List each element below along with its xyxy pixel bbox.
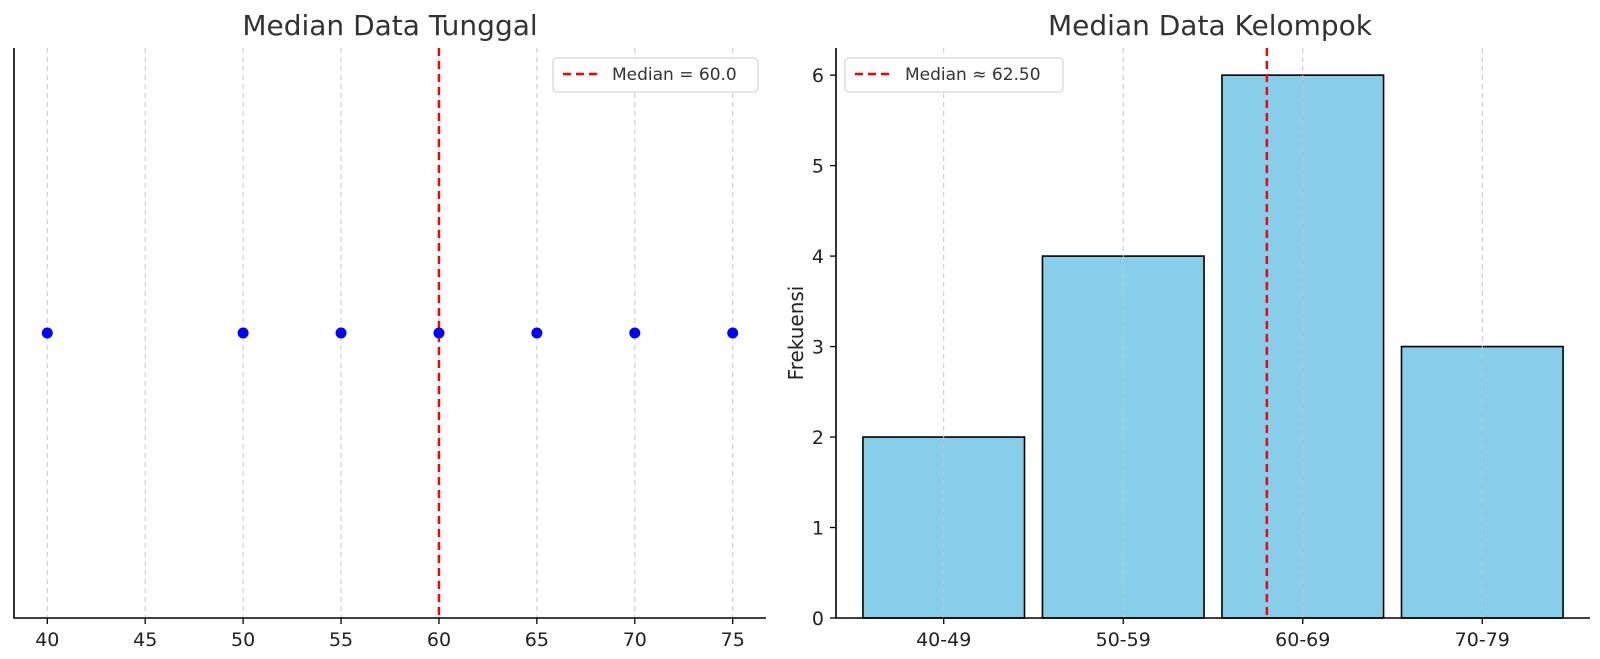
left-axis-spines: [13, 48, 766, 619]
left-x-tick-label: 40: [35, 629, 59, 651]
left-data-points: [41, 327, 739, 339]
chart-left: Median Data Tunggal 40 45 50 55 60 65 70 75 Med…: [13, 9, 766, 651]
right-y-tick-label: 0: [812, 608, 824, 630]
right-y-tick-label: 1: [812, 518, 824, 540]
data-point: [335, 327, 347, 339]
left-x-tick-label: 50: [231, 629, 255, 651]
data-point: [433, 327, 445, 339]
left-x-ticks: 40 45 50 55 60 65 70 75: [35, 618, 745, 651]
left-x-tick-label: 60: [427, 629, 451, 651]
chart-right: Median Data Kelompok 40-49 50-59 60-69 70-7…: [784, 9, 1590, 651]
right-y-ticks: 0 1 2 3 4 5 6: [812, 65, 836, 630]
right-x-tick-label: 60-69: [1275, 629, 1330, 651]
right-y-tick-label: 6: [812, 65, 824, 87]
data-point: [41, 327, 53, 339]
right-grid: [943, 48, 1483, 618]
left-legend: Median = 60.0: [552, 57, 759, 93]
right-legend: Median ≈ 62.50: [844, 57, 1064, 93]
left-x-tick-label: 45: [133, 629, 157, 651]
right-legend-box: [844, 57, 1064, 93]
data-point: [727, 327, 739, 339]
left-x-tick-label: 65: [525, 629, 549, 651]
data-point: [629, 327, 641, 339]
right-y-tick-label: 5: [812, 156, 824, 178]
left-chart-title: Median Data Tunggal: [242, 9, 537, 42]
left-x-tick-label: 55: [329, 629, 353, 651]
right-y-axis-label: Frekuensi: [784, 286, 808, 381]
left-x-tick-label: 70: [623, 629, 647, 651]
right-y-tick-label: 3: [812, 337, 824, 359]
right-chart-title: Median Data Kelompok: [1048, 9, 1373, 42]
data-point: [237, 327, 249, 339]
right-x-tick-label: 70-79: [1455, 629, 1510, 651]
right-x-ticks: 40-49 50-59 60-69 70-79: [916, 618, 1510, 651]
left-legend-box: [552, 57, 759, 93]
data-point: [531, 327, 543, 339]
left-legend-label: Median = 60.0: [612, 65, 737, 85]
right-x-tick-label: 40-49: [916, 629, 971, 651]
left-x-tick-label: 75: [721, 629, 745, 651]
right-x-tick-label: 50-59: [1096, 629, 1151, 651]
right-bars: [862, 74, 1564, 619]
right-y-tick-label: 4: [812, 246, 824, 268]
right-legend-label: Median ≈ 62.50: [905, 65, 1041, 85]
right-y-tick-label: 2: [812, 427, 824, 449]
